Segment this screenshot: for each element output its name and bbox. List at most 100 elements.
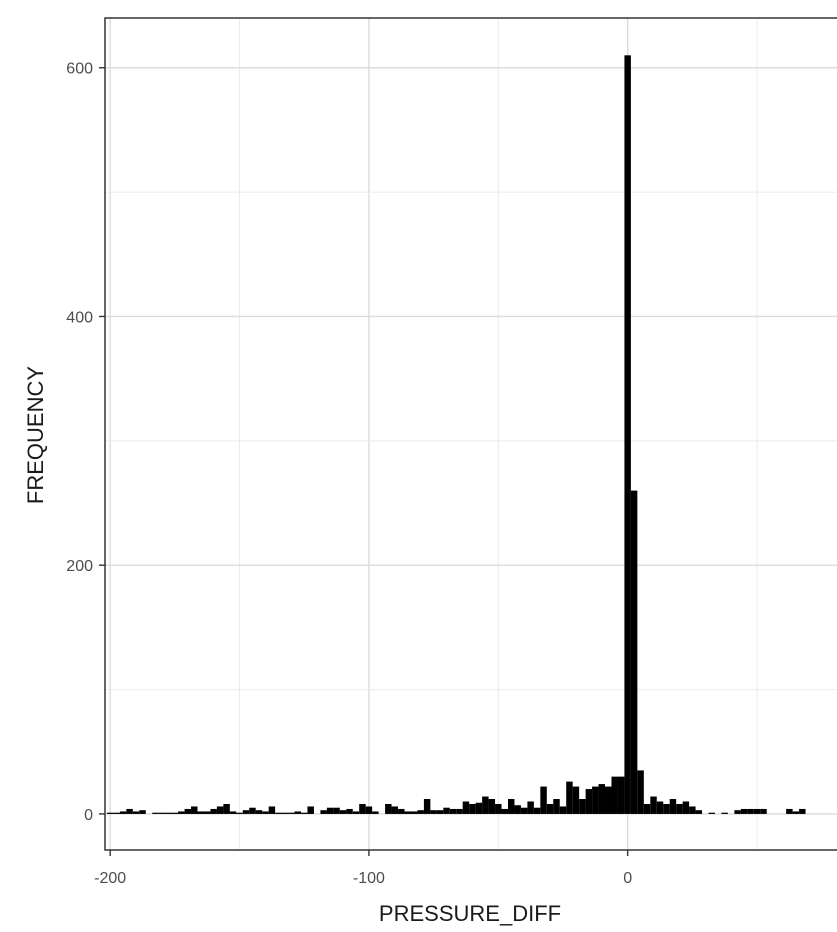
- histogram-bar: [495, 803, 502, 814]
- histogram-bar: [637, 770, 644, 814]
- histogram-bar: [268, 806, 276, 814]
- histogram-bar: [579, 799, 586, 814]
- histogram-bar: [229, 811, 237, 814]
- histogram-bar: [430, 810, 437, 814]
- histogram-bar: [281, 812, 289, 814]
- histogram-bar: [165, 812, 172, 814]
- histogram-bar: [740, 808, 748, 814]
- histogram-bar: [456, 808, 463, 814]
- y-tick-label: 0: [84, 807, 93, 824]
- histogram-bar: [294, 811, 301, 814]
- histogram-bar: [695, 810, 703, 814]
- histogram-bar: [572, 786, 580, 814]
- histogram-bar: [346, 808, 353, 814]
- histogram-bar: [333, 807, 340, 814]
- histogram-bar: [676, 803, 683, 814]
- histogram-bar: [682, 801, 690, 814]
- histogram-bar: [119, 811, 127, 814]
- histogram-bar: [262, 811, 269, 814]
- histogram-bar: [514, 805, 521, 814]
- histogram-bar: [501, 808, 508, 814]
- histogram-bar: [113, 812, 120, 814]
- histogram-bar: [249, 807, 256, 814]
- histogram-bar: [152, 812, 159, 814]
- histogram-bar: [275, 812, 282, 814]
- histogram-bar: [799, 808, 806, 814]
- histogram-bar: [106, 812, 114, 814]
- x-tick-label: -100: [353, 870, 385, 887]
- histogram-bar: [359, 803, 366, 814]
- histogram-bar: [656, 801, 664, 814]
- histogram-bar: [216, 806, 224, 814]
- x-tick-label: -200: [94, 870, 126, 887]
- histogram-bar: [171, 812, 179, 814]
- histogram-bar: [320, 810, 327, 814]
- histogram-bar: [365, 806, 373, 814]
- plot-panel-border: [104, 17, 837, 851]
- histogram-bar: [605, 786, 612, 814]
- histogram-bar: [443, 807, 450, 814]
- histogram-bar: [482, 796, 489, 814]
- histogram-bar: [385, 803, 392, 814]
- histogram-bar: [469, 803, 476, 814]
- histogram-bar: [520, 807, 528, 814]
- histogram-bar: [307, 806, 314, 814]
- histogram-bar: [126, 808, 133, 814]
- histogram-bar: [178, 811, 185, 814]
- histogram-bar: [559, 806, 567, 814]
- x-tick-label: 0: [623, 870, 632, 887]
- histogram-bar: [191, 806, 198, 814]
- histogram-bar: [139, 810, 146, 814]
- histogram-bar: [210, 808, 217, 814]
- x-axis-title: PRESSURE_DIFF: [379, 901, 561, 926]
- histogram-bar: [792, 811, 800, 814]
- grid: [105, 18, 837, 850]
- histogram-bar: [475, 802, 483, 814]
- histogram-bar: [462, 801, 470, 814]
- histogram-bar: [242, 810, 250, 814]
- histogram-bar: [760, 808, 767, 814]
- histogram-bar: [747, 808, 754, 814]
- histogram-bar: [546, 803, 554, 814]
- histogram-bar: [158, 812, 166, 814]
- histogram-bar: [533, 807, 541, 814]
- histogram-bar: [669, 799, 677, 814]
- histogram-bar: [708, 812, 715, 814]
- histogram-bar: [352, 811, 360, 814]
- histogram-bar: [417, 810, 424, 814]
- histogram-bar: [650, 796, 657, 814]
- histogram-bar: [236, 812, 243, 814]
- y-tick-label: 200: [66, 558, 93, 575]
- histogram-bar: [617, 776, 625, 814]
- y-axis-ticks: 0 200 400 600: [66, 61, 105, 824]
- histogram-bar: [507, 799, 515, 814]
- histogram-bar: [423, 799, 431, 814]
- histogram-bar: [339, 810, 347, 814]
- y-tick-label: 400: [66, 309, 93, 326]
- histogram-bar: [663, 803, 670, 814]
- histogram-bar: [592, 786, 599, 814]
- histogram-bar: [721, 812, 728, 814]
- histogram-bar: [184, 808, 192, 814]
- histogram-bar: [391, 806, 399, 814]
- histogram-bars: [106, 55, 806, 814]
- histogram-bar: [449, 808, 457, 814]
- histogram-bar: [624, 55, 631, 814]
- histogram-bar: [689, 806, 696, 814]
- histogram-bar: [786, 808, 793, 814]
- y-tick-label: 600: [66, 61, 93, 78]
- histogram-bar: [611, 776, 618, 814]
- histogram-bar: [255, 810, 263, 814]
- x-axis-ticks: -200 -100 0: [94, 850, 632, 887]
- histogram-bar: [436, 810, 444, 814]
- histogram-bar: [753, 808, 761, 814]
- histogram-bar: [288, 812, 295, 814]
- histogram-bar: [223, 803, 230, 814]
- histogram-bar: [734, 810, 741, 814]
- histogram-bar: [326, 807, 334, 814]
- histogram-bar: [630, 490, 638, 814]
- histogram-bar: [553, 799, 560, 814]
- histogram-bar: [598, 784, 606, 814]
- histogram-bar: [566, 781, 573, 814]
